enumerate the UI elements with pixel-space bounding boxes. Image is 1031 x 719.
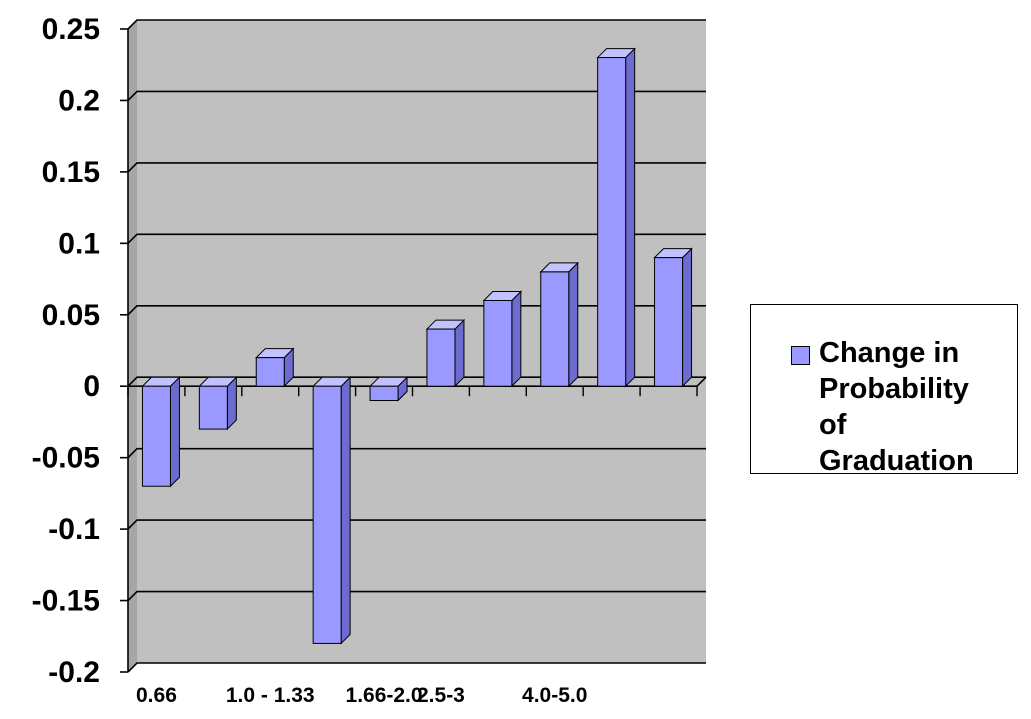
x-tick-label: 4.0-5.0 (522, 684, 587, 707)
bars (141, 47, 693, 645)
gridlines (127, 19, 706, 673)
y-tick-label: -0.1 (48, 513, 100, 546)
bar (425, 318, 466, 388)
plot-side-wall (128, 20, 137, 672)
gridline (127, 447, 706, 459)
plot-back-wall (137, 20, 706, 663)
bar-side (625, 47, 636, 388)
y-tick-label: -0.05 (32, 442, 100, 475)
gridline (127, 662, 706, 673)
gridline (127, 19, 706, 30)
bar-front (426, 328, 456, 387)
y-axis-tick-labels: 0.25 0.2 0.15 0.1 0.05 0 -0.05 -0.1 -0.15 -0.2 (32, 13, 100, 689)
bar-side (568, 261, 579, 388)
bar (482, 290, 523, 388)
legend-series-label: Change in Probability of Graduation (819, 337, 974, 477)
legend-swatch (791, 346, 810, 365)
y-tick-label: 0.15 (42, 156, 100, 189)
gridline (127, 90, 706, 102)
bar-front (540, 271, 570, 387)
bar (539, 261, 579, 388)
bar-front (597, 57, 627, 387)
legend: Change in Probability of Graduation (750, 304, 1018, 477)
gridline (127, 162, 706, 173)
x-tick-label: 0.66 (136, 684, 177, 707)
y-tick-label: -0.2 (48, 656, 100, 689)
bar (255, 347, 295, 388)
bar-side (511, 290, 522, 388)
bar (596, 47, 636, 388)
x-axis-end (696, 376, 707, 387)
bar (141, 376, 181, 488)
bar-front (255, 357, 285, 387)
bar-front (483, 299, 513, 387)
y-tick-label: 0.1 (58, 227, 100, 260)
y-tick-label: 0 (83, 370, 100, 403)
plot-area (128, 20, 706, 672)
bar-side (169, 376, 180, 488)
y-tick-label: -0.15 (32, 585, 100, 618)
bar-side (454, 318, 465, 388)
bar-front (312, 385, 342, 644)
bar-side (682, 247, 693, 388)
bar (198, 376, 238, 431)
x-tick-label: 1.66-2.0 (346, 684, 423, 707)
x-axis-tick-labels: 0.66 1.0 - 1.33 1.66-2.02.5-3 4.0-5.0 (136, 684, 587, 707)
gridline (127, 590, 706, 602)
bar-side (340, 376, 351, 645)
x-tick-label: 2.5-3 (417, 684, 465, 707)
y-tick-label: 0.05 (42, 299, 100, 332)
bar (653, 247, 693, 388)
bar (311, 376, 352, 645)
gridline (127, 233, 706, 244)
bar-front (369, 385, 399, 402)
y-tick-label: 0.2 (58, 84, 100, 117)
gridline (127, 519, 706, 530)
bar-front (198, 385, 228, 430)
x-tick-label: 1.0 - 1.33 (226, 684, 315, 707)
bar-front (654, 257, 684, 387)
bar (368, 376, 409, 402)
y-tick-label: 0.25 (42, 13, 100, 46)
bar-front (141, 385, 171, 487)
